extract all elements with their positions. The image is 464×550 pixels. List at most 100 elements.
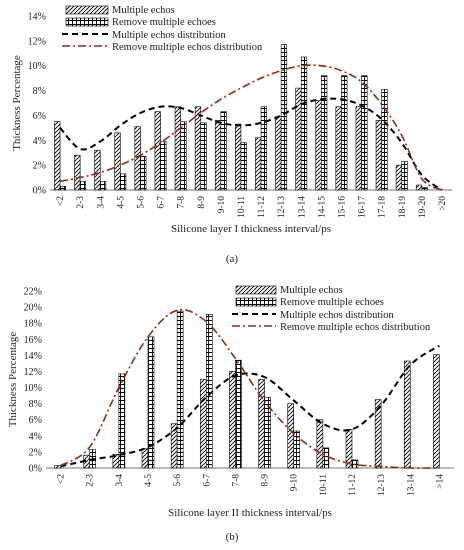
x-tick-label: 7-8 <box>231 474 241 487</box>
x-tick-label: 4-5 <box>116 196 126 209</box>
bar-multiple-echos <box>403 360 411 469</box>
bar-multiple-echos <box>335 106 342 191</box>
legend-label: Remove multiple echoes <box>280 297 384 308</box>
legend-label: Remove multiple echoes <box>112 17 216 28</box>
x-tick-label: 8-9 <box>261 474 271 487</box>
y-tick-label: 8% <box>33 86 46 97</box>
bar-remove-multiple-echoes <box>200 122 207 191</box>
bar-remove-multiple-echoes <box>401 161 408 191</box>
bar-remove-multiple-echoes <box>160 141 167 191</box>
bar-multiple-echos <box>54 121 61 191</box>
x-tick-label: 16-17 <box>358 196 368 218</box>
legend-label: Remove multiple echos distribution <box>280 322 431 333</box>
bar-remove-multiple-echoes <box>264 396 271 469</box>
bar-multiple-echos <box>134 126 141 191</box>
bar-multiple-echos <box>258 379 265 469</box>
y-tick-label: 12% <box>24 367 42 378</box>
y-axis-title: Thickness Percentage <box>7 332 19 428</box>
y-tick-label: 2% <box>29 447 42 458</box>
y-tick-label: 14% <box>28 12 46 23</box>
legend-label: Multiple echos <box>280 285 343 296</box>
bar-multiple-echos <box>415 184 423 191</box>
x-tick-label: 5-6 <box>173 474 183 487</box>
y-tick-label: 12% <box>28 36 46 47</box>
x-tick-label: 11-12 <box>257 196 267 218</box>
bar-remove-multiple-echoes <box>421 187 428 191</box>
bar-multiple-echos <box>275 116 282 191</box>
line-multiple-echos-distribution <box>60 344 440 468</box>
x-tick-label: 9-10 <box>217 196 227 214</box>
y-tick-label: 18% <box>24 319 42 330</box>
bar-remove-multiple-echoes <box>260 106 267 191</box>
x-tick-label: 12-13 <box>277 196 287 218</box>
x-tick-label: 6-7 <box>157 196 167 209</box>
y-tick-label: 10% <box>24 383 42 394</box>
x-tick-label: >20 <box>438 196 448 211</box>
x-tick-label: 2-3 <box>86 474 96 487</box>
x-tick-label: 2-3 <box>76 196 86 209</box>
bar-remove-multiple-echoes <box>381 89 388 191</box>
x-tick-label: 6-7 <box>202 474 212 487</box>
x-tick-label: 7-8 <box>177 196 187 209</box>
bar-remove-multiple-echoes <box>293 430 301 469</box>
x-tick-label: 9-10 <box>290 474 300 492</box>
y-tick-label: 0% <box>29 464 42 475</box>
chart-b: 0% 2% 4% 6% 8% 10% 12% 14% 16% 18% 20% 22% <2 2-3 3-4 4… <box>7 285 454 543</box>
y-tick-label: 22% <box>24 287 42 298</box>
bar-remove-multiple-echoes <box>300 56 308 191</box>
bar-remove-multiple-echoes <box>322 447 330 469</box>
bar-multiple-echos <box>355 106 362 191</box>
line-remove-multiple-echos-distribution <box>59 64 443 191</box>
bar-remove-multiple-echoes <box>118 373 126 469</box>
bar-remove-multiple-echoes <box>99 181 107 191</box>
chart-a: 0% 2% 4% 6% 8% 10% 12% 14% <2 2-3 3-4 4-5 5-6 6-7 7-8 8… <box>11 5 452 265</box>
y-tick-label: 2% <box>33 161 46 172</box>
bar-remove-multiple-echoes <box>220 111 227 191</box>
bar-multiple-echos <box>295 87 302 191</box>
y-tick-label: 16% <box>24 335 42 346</box>
y-tick-label: 10% <box>28 61 46 72</box>
bar-remove-multiple-echoes <box>235 359 242 469</box>
x-tick-label: 3-4 <box>115 474 125 487</box>
legend-label: Multiple echos distribution <box>112 30 226 41</box>
x-tick-label: 18-19 <box>398 196 408 218</box>
x-tick-label: 10-11 <box>237 196 247 218</box>
bar-remove-multiple-echoes <box>180 121 187 191</box>
y-tick-label: 4% <box>33 136 46 147</box>
legend-label: Multiple echos <box>112 5 175 16</box>
x-tick-label: 19-20 <box>418 196 428 218</box>
x-tick-label: >14 <box>435 474 445 489</box>
x-axis-title: Silicone layer II thickness interval/ps <box>168 507 332 519</box>
x-axis-title: Silicone layer I thickness interval/ps <box>171 223 331 235</box>
bar-multiple-echos <box>395 164 403 191</box>
x-tick-label: 11-12 <box>348 474 358 496</box>
bar-multiple-echos <box>374 399 382 469</box>
bar-remove-multiple-echoes <box>147 336 155 469</box>
bar-remove-multiple-echoes <box>341 75 348 191</box>
line-remove-multiple-echos-distribution <box>60 308 440 469</box>
bar-multiple-echos <box>229 371 236 469</box>
legend-label: Multiple echos distribution <box>280 310 394 321</box>
x-tick-label: 15-16 <box>337 196 347 218</box>
bar-multiple-echos <box>141 448 149 469</box>
x-tick-label: 14-15 <box>317 196 327 218</box>
legend-swatch-remove-multiple-echoes <box>235 297 277 307</box>
legend-label: Remove multiple echos distribution <box>112 42 263 53</box>
y-tick-label: 8% <box>29 399 42 410</box>
bar-multiple-echos <box>114 132 121 191</box>
bar-remove-multiple-echoes <box>79 181 87 191</box>
bar-multiple-echos <box>375 120 382 191</box>
bar-multiple-echos <box>315 100 322 191</box>
bar-remove-multiple-echoes <box>59 185 66 191</box>
bar-multiple-echos <box>235 123 242 191</box>
legend-swatch-remove-multiple-echoes <box>65 17 109 27</box>
bar-multiple-echos <box>316 419 324 469</box>
legend-swatch-multiple-echos <box>235 285 277 295</box>
bar-multiple-echos <box>174 106 181 191</box>
bar-multiple-echos <box>199 379 207 469</box>
bar-remove-multiple-echoes <box>361 75 368 191</box>
bar-remove-multiple-echoes <box>140 156 147 191</box>
